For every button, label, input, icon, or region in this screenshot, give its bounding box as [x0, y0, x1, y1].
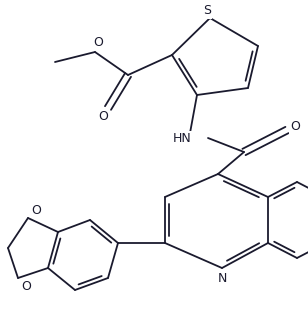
Text: O: O: [31, 203, 41, 217]
Text: O: O: [290, 119, 300, 133]
Text: HN: HN: [172, 131, 191, 144]
Text: O: O: [21, 280, 31, 293]
Text: O: O: [98, 110, 108, 123]
Text: O: O: [93, 36, 103, 48]
Text: N: N: [217, 272, 227, 285]
Text: S: S: [203, 4, 211, 17]
